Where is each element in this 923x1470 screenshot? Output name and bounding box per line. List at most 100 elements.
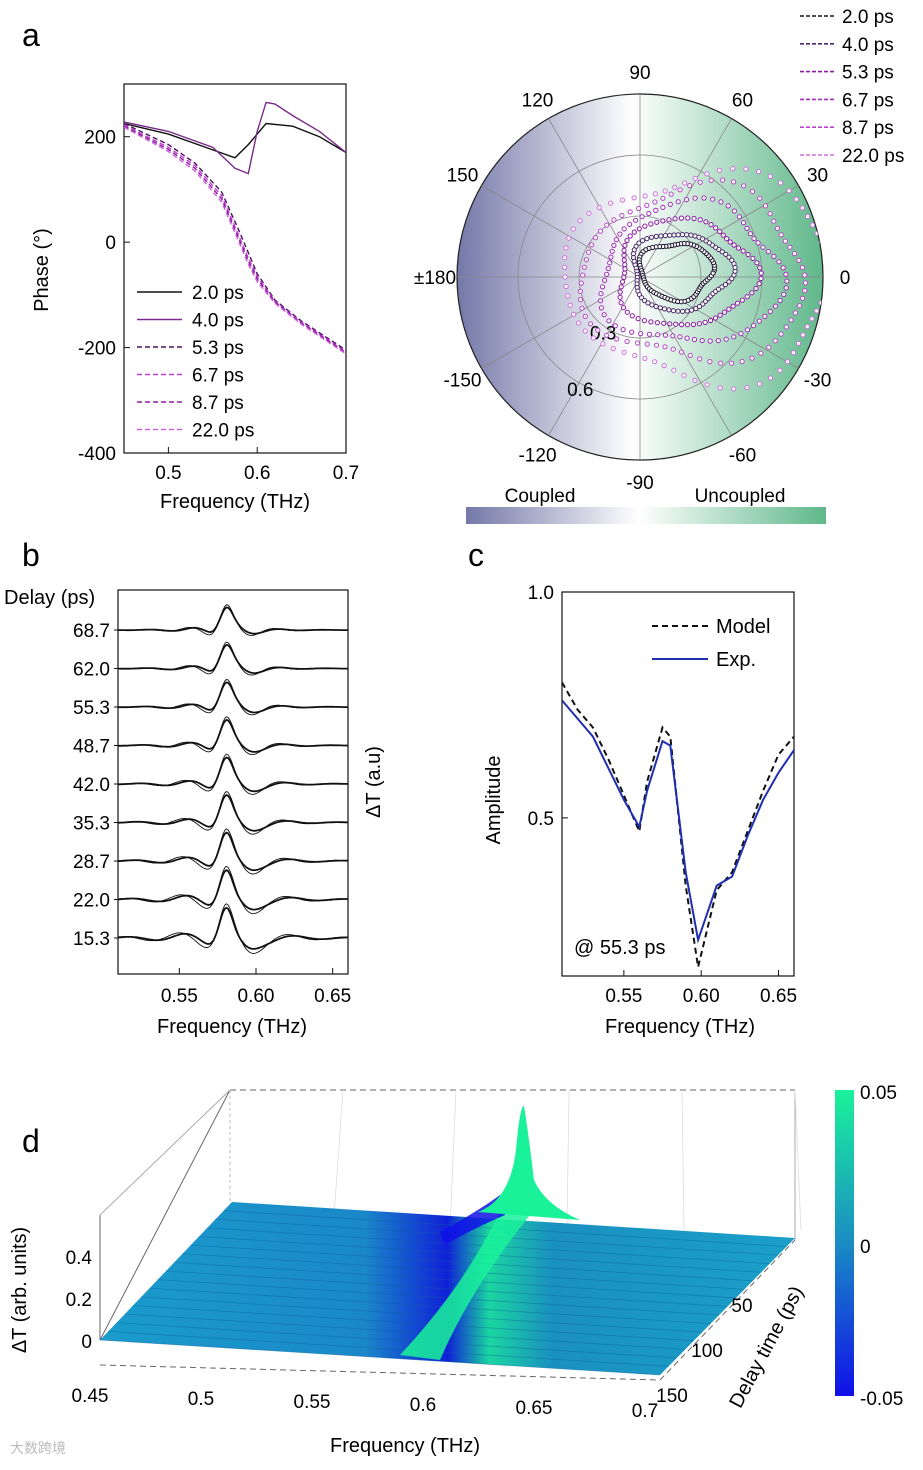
- polar-point: [745, 251, 751, 258]
- polar-point: [822, 247, 823, 253]
- polar-point: [684, 322, 691, 328]
- polar-angle-label: ±180: [414, 268, 456, 289]
- polar-point: [792, 310, 799, 316]
- polar-point: [692, 233, 698, 239]
- polar-point: [730, 303, 736, 309]
- polar-point: [583, 257, 589, 263]
- waterfall-trace: [117, 828, 349, 875]
- waterfall-trace: [117, 793, 349, 832]
- polar-point: [783, 324, 789, 330]
- polar-point: [713, 225, 719, 231]
- phase-legend-label: 4.0 ps: [192, 311, 244, 332]
- surface-ytick-label: 100: [691, 1341, 723, 1362]
- polar-point: [796, 303, 803, 309]
- polar-point: [707, 359, 713, 365]
- polar-point: [662, 306, 668, 312]
- polar-point: [777, 367, 783, 373]
- polar-grid-spoke: [481, 276, 641, 369]
- polar-point: [720, 232, 726, 238]
- polar-point: [646, 331, 653, 337]
- polar-point: [582, 313, 588, 319]
- phase-xtick-label: 0.6: [244, 463, 270, 484]
- polar-point: [631, 195, 637, 201]
- polar-point: [828, 275, 832, 279]
- surface-box-edge: [99, 1089, 231, 1341]
- polar-point: [653, 233, 659, 240]
- polar-point: [749, 290, 755, 296]
- polar-point: [826, 257, 830, 261]
- polar-point: [641, 297, 648, 304]
- polar-point: [655, 332, 661, 338]
- polar-point: [710, 196, 716, 202]
- amplitude-series-line: [562, 681, 794, 968]
- polar-point: [660, 195, 666, 201]
- polar-point: [784, 278, 790, 284]
- polar-point: [597, 298, 604, 304]
- polar-point: [788, 317, 794, 323]
- amplitude-xlabel: Frequency (THz): [605, 1016, 755, 1038]
- polar-point: [667, 321, 673, 327]
- polar-point: [562, 255, 568, 261]
- polar-point: [722, 282, 729, 288]
- amplitude-series-line: [562, 699, 794, 944]
- polar-point: [692, 377, 698, 383]
- polar-point: [571, 311, 577, 317]
- panel-label-a: a: [22, 17, 40, 53]
- polar-point: [652, 191, 659, 197]
- polar-point: [619, 212, 625, 219]
- surface-colorbar: [835, 1090, 854, 1396]
- waterfall-trace: [118, 641, 348, 676]
- surface-xlabel: Frequency (THz): [330, 1435, 480, 1457]
- delay-label: 42.0: [73, 775, 110, 796]
- surface-xtick-label: 0.6: [410, 1395, 436, 1416]
- polar-point: [756, 281, 762, 287]
- polar-point: [689, 307, 695, 313]
- amplitude-xtick-label: 0.55: [605, 986, 642, 1007]
- polar-point: [627, 221, 633, 227]
- polar-angle-label: 0: [840, 268, 851, 289]
- polar-point: [708, 222, 714, 228]
- surface-gridline: [681, 1089, 685, 1231]
- polar-point: [598, 305, 605, 311]
- polar-point: [629, 313, 635, 319]
- polar-point: [582, 328, 588, 334]
- polar-point: [648, 221, 654, 227]
- surface-ztick-label: 0.4: [66, 1248, 93, 1269]
- polar-point: [621, 349, 627, 355]
- polar-point: [622, 266, 628, 272]
- amplitude-legend-label: Model: [716, 616, 770, 638]
- polar-point: [565, 293, 571, 299]
- polar-point: [691, 215, 697, 222]
- polar-point: [741, 220, 747, 226]
- waterfall-frame: [117, 589, 349, 975]
- polar-point: [799, 205, 805, 211]
- polar-point: [607, 260, 613, 266]
- coupled-label: Coupled: [505, 486, 576, 507]
- polar-point: [624, 338, 630, 345]
- polar-point: [653, 342, 660, 348]
- polar-point: [687, 183, 693, 189]
- polar-point: [693, 306, 699, 312]
- polar-point: [609, 248, 615, 254]
- polar-point: [586, 210, 592, 216]
- delay-label: 48.7: [73, 737, 110, 758]
- polar-point: [715, 338, 721, 344]
- polar-point: [636, 226, 642, 232]
- polar-point: [690, 321, 697, 328]
- polar-point: [730, 166, 736, 172]
- polar-point: [774, 225, 781, 231]
- polar-point: [731, 208, 738, 214]
- phase-ytick-label: 0: [105, 233, 116, 254]
- polar-point: [802, 272, 808, 278]
- polar-point: [562, 274, 568, 280]
- polar-point: [654, 320, 661, 326]
- surface-ridge: [116, 1322, 677, 1359]
- polar-point: [749, 188, 756, 194]
- polar-point: [762, 203, 769, 209]
- polar-point: [744, 294, 750, 300]
- polar-point: [563, 283, 569, 290]
- polar-point: [634, 340, 641, 346]
- polar-point: [728, 360, 735, 366]
- polar-point: [684, 308, 690, 314]
- polar-point: [636, 205, 642, 212]
